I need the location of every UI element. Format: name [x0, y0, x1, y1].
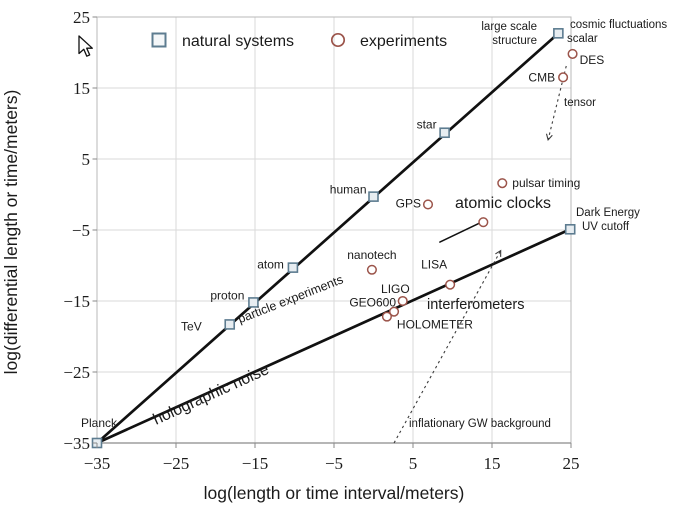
legend: natural systems experiments — [151, 32, 447, 50]
dark-energy-label-line1: Dark Energy — [576, 207, 640, 219]
point-label-geo600: GEO600 — [349, 296, 396, 310]
point-ligo — [397, 295, 408, 307]
point-label-ligo: LIGO — [381, 282, 410, 296]
y-tick-label-6: −35 — [63, 434, 90, 453]
holographic-noise-line — [95, 227, 572, 445]
scalar-label: scalar — [567, 33, 598, 45]
point-label-human: human — [330, 183, 367, 197]
gridlines — [97, 17, 571, 443]
dark-energy-label-line2: UV cutoff — [582, 221, 630, 233]
point-lisa — [445, 279, 456, 290]
mouse-cursor-icon — [78, 35, 93, 57]
inflationary-gw-arrow — [393, 249, 502, 444]
y-tick-label-4: −15 — [63, 292, 90, 311]
text-annotations: atomic clocks interferometers large scale s… — [151, 19, 668, 430]
cosmic-fluctuations-label: cosmic fluctuations — [570, 19, 667, 31]
point-label-tev: TeV — [181, 319, 202, 333]
y-tick-label-5: −25 — [63, 363, 90, 382]
atomic-clocks-label: atomic clocks — [455, 195, 551, 212]
natural-systems-line — [95, 31, 560, 445]
point-label-gps: GPS — [396, 196, 421, 210]
point-label-des: DES — [580, 53, 605, 67]
point-label-planck: Planck — [81, 416, 118, 430]
y-tick-label-3: −5 — [72, 221, 90, 240]
point-dark-energy-uv-cutoff — [564, 223, 576, 235]
inflationary-gw-label: inflationary GW background — [409, 418, 551, 430]
legend-label-natural-systems: natural systems — [182, 33, 294, 50]
y-tick-label-1: 15 — [73, 79, 90, 98]
point-proton — [248, 297, 259, 308]
point-holometer — [381, 311, 392, 322]
data-point-labels: Planck TeV proton atom human star GPS pulsar ti… — [81, 53, 604, 430]
x-tick-label-1: −25 — [163, 454, 190, 473]
x-tick-label-4: 5 — [409, 454, 418, 473]
legend-circle-marker — [330, 32, 346, 48]
interferometers-label: interferometers — [427, 297, 525, 313]
point-label-atom: atom — [257, 258, 284, 272]
point-label-cmb: CMB — [528, 70, 555, 84]
point-label-nanotech: nanotech — [347, 248, 396, 262]
legend-label-experiments: experiments — [360, 33, 447, 50]
point-human — [368, 191, 379, 202]
point-atom — [287, 262, 299, 273]
large-scale-structure-label-line1: large scale — [481, 21, 537, 33]
point-cmb — [558, 72, 569, 83]
point-atomic-clocks — [478, 217, 489, 228]
point-label-holometer: HOLOMETER — [397, 318, 473, 332]
point-large-scale-structure — [553, 28, 564, 39]
point-label-star: star — [417, 118, 437, 132]
point-pulsar-timing — [497, 178, 508, 189]
holographic-noise-label: holographic noise — [151, 361, 272, 429]
large-scale-structure-label-line2: structure — [492, 35, 537, 47]
point-geo600 — [388, 306, 400, 317]
legend-square-marker — [151, 32, 167, 48]
axis-ticks: −35 −25 −15 −5 5 15 25 25 15 5 −5 −15 −25 −35 — [63, 8, 579, 473]
y-axis-title: log(differential length or time/meters) — [1, 90, 21, 375]
point-gps — [422, 199, 434, 210]
x-tick-label-5: 15 — [484, 454, 501, 473]
point-nanotech — [366, 264, 377, 275]
x-tick-label-0: −35 — [84, 454, 111, 473]
point-tev — [224, 319, 236, 330]
x-tick-label-2: −15 — [242, 454, 269, 473]
atomic-clocks-pointer-line — [439, 222, 480, 243]
point-label-pulsar-timing: pulsar timing — [512, 176, 580, 190]
tensor-label: tensor — [564, 97, 596, 109]
point-star — [439, 127, 450, 139]
point-label-proton: proton — [210, 288, 244, 302]
point-label-lisa: LISA — [421, 258, 447, 272]
y-tick-label-0: 25 — [73, 8, 90, 27]
x-tick-label-3: −5 — [325, 454, 343, 473]
x-tick-label-6: 25 — [563, 454, 580, 473]
x-axis-title: log(length or time interval/meters) — [204, 483, 465, 503]
data-points — [91, 28, 578, 449]
trend-lines — [95, 31, 572, 445]
point-des — [567, 48, 578, 59]
y-tick-label-2: 5 — [82, 150, 91, 169]
